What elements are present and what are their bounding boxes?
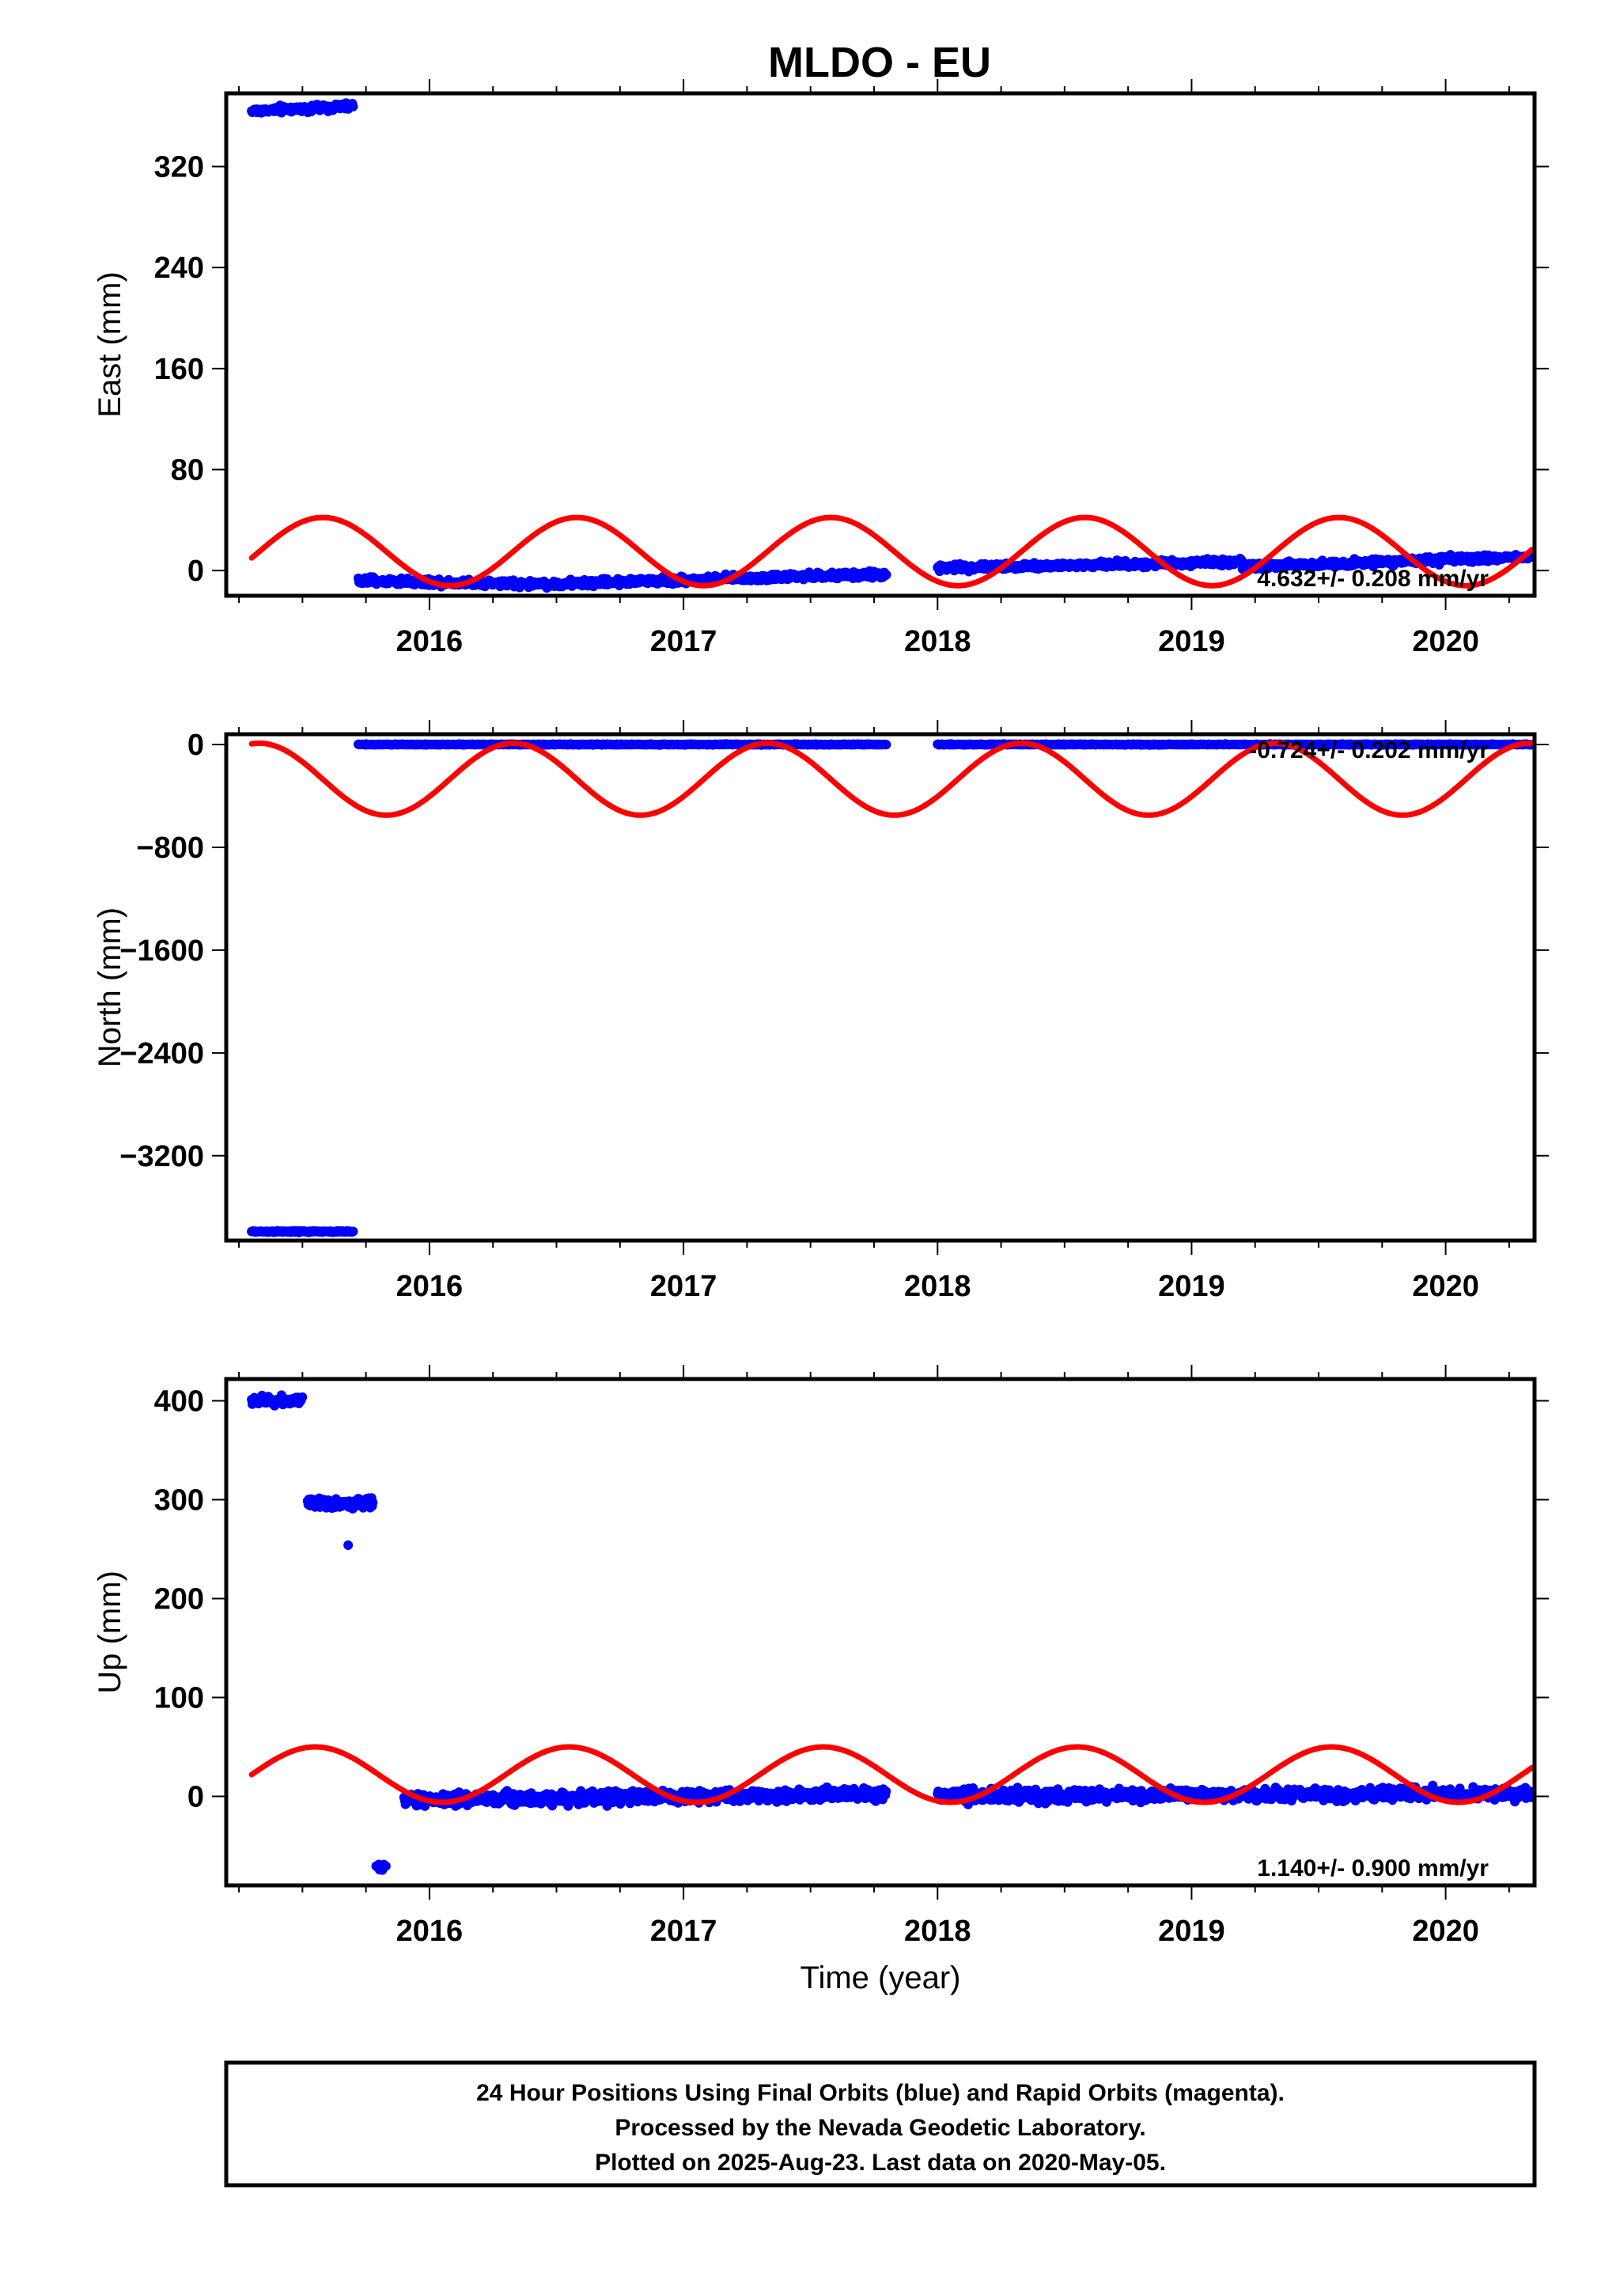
x-tick-label: 2017 xyxy=(650,625,717,658)
x-tick-label: 2020 xyxy=(1412,1270,1479,1303)
model-curve xyxy=(248,514,1535,589)
y-tick-label: 0 xyxy=(187,729,204,762)
y-axis-label: East (mm) xyxy=(93,271,127,417)
north-panel: 2016 2017 2018 2019 2020 0 −800 −1600 −2400 −3200… xyxy=(93,720,1549,1303)
y-tick-label: −1600 xyxy=(119,934,204,968)
y-tick-label: 240 xyxy=(154,252,204,285)
up-panel: 2016 2017 2018 2019 2020 0 100 200 300 400 Up (mm)… xyxy=(93,1365,1549,1995)
x-axis-label: Time (year) xyxy=(800,1961,961,1995)
y-tick-label: 200 xyxy=(154,1583,204,1616)
x-tick-label: 2018 xyxy=(904,1915,971,1948)
east-panel: 2016 2017 2018 2019 2020 0 80 160 240 320 East (mm… xyxy=(93,79,1549,658)
x-tick-label: 2020 xyxy=(1412,1915,1479,1948)
data-point xyxy=(881,570,891,580)
y-tick-label: 0 xyxy=(187,555,204,588)
x-tick-label: 2018 xyxy=(904,625,971,658)
data-point xyxy=(380,1861,391,1871)
x-tick-label: 2019 xyxy=(1158,625,1225,658)
y-axis-label: North (mm) xyxy=(93,907,127,1067)
data-point xyxy=(297,1392,308,1402)
x-tick-label: 2017 xyxy=(650,1270,717,1303)
y-axis-label: Up (mm) xyxy=(93,1570,127,1694)
x-tick-label: 2016 xyxy=(396,1915,464,1948)
x-tick-label: 2019 xyxy=(1158,1270,1225,1303)
y-tick-label: 100 xyxy=(154,1682,204,1715)
data-point xyxy=(348,1226,358,1237)
y-tick-label: −3200 xyxy=(119,1140,204,1173)
data-point xyxy=(881,740,891,750)
y-tick-label: −2400 xyxy=(119,1037,204,1070)
x-tick-label: 2017 xyxy=(650,1915,717,1948)
data-point xyxy=(348,101,358,112)
y-tick-label: 300 xyxy=(154,1484,204,1517)
figure-title: MLDO - EU xyxy=(768,39,991,86)
rate-label: 4.632+/- 0.208 mm/yr xyxy=(1257,566,1489,592)
y-tick-label: 80 xyxy=(171,453,204,487)
x-tick-label: 2016 xyxy=(396,1270,464,1303)
y-tick-label: 160 xyxy=(154,353,204,386)
y-tick-label: 320 xyxy=(154,151,204,184)
data-points xyxy=(247,98,1537,593)
data-points xyxy=(247,739,1537,1237)
data-point xyxy=(368,1498,378,1507)
x-tick-label: 2016 xyxy=(396,625,464,658)
x-tick-label: 2020 xyxy=(1412,625,1479,658)
y-tick-label: 400 xyxy=(154,1385,204,1419)
x-tick-label: 2018 xyxy=(904,1270,971,1303)
y-tick-label: 0 xyxy=(187,1781,204,1814)
y-tick-label: −800 xyxy=(136,832,204,865)
x-tick-label: 2019 xyxy=(1158,1915,1225,1948)
rate-label: -0.724+/- 0.202 mm/yr xyxy=(1249,737,1489,763)
data-point xyxy=(881,1786,891,1797)
plot-frame xyxy=(224,91,1537,598)
